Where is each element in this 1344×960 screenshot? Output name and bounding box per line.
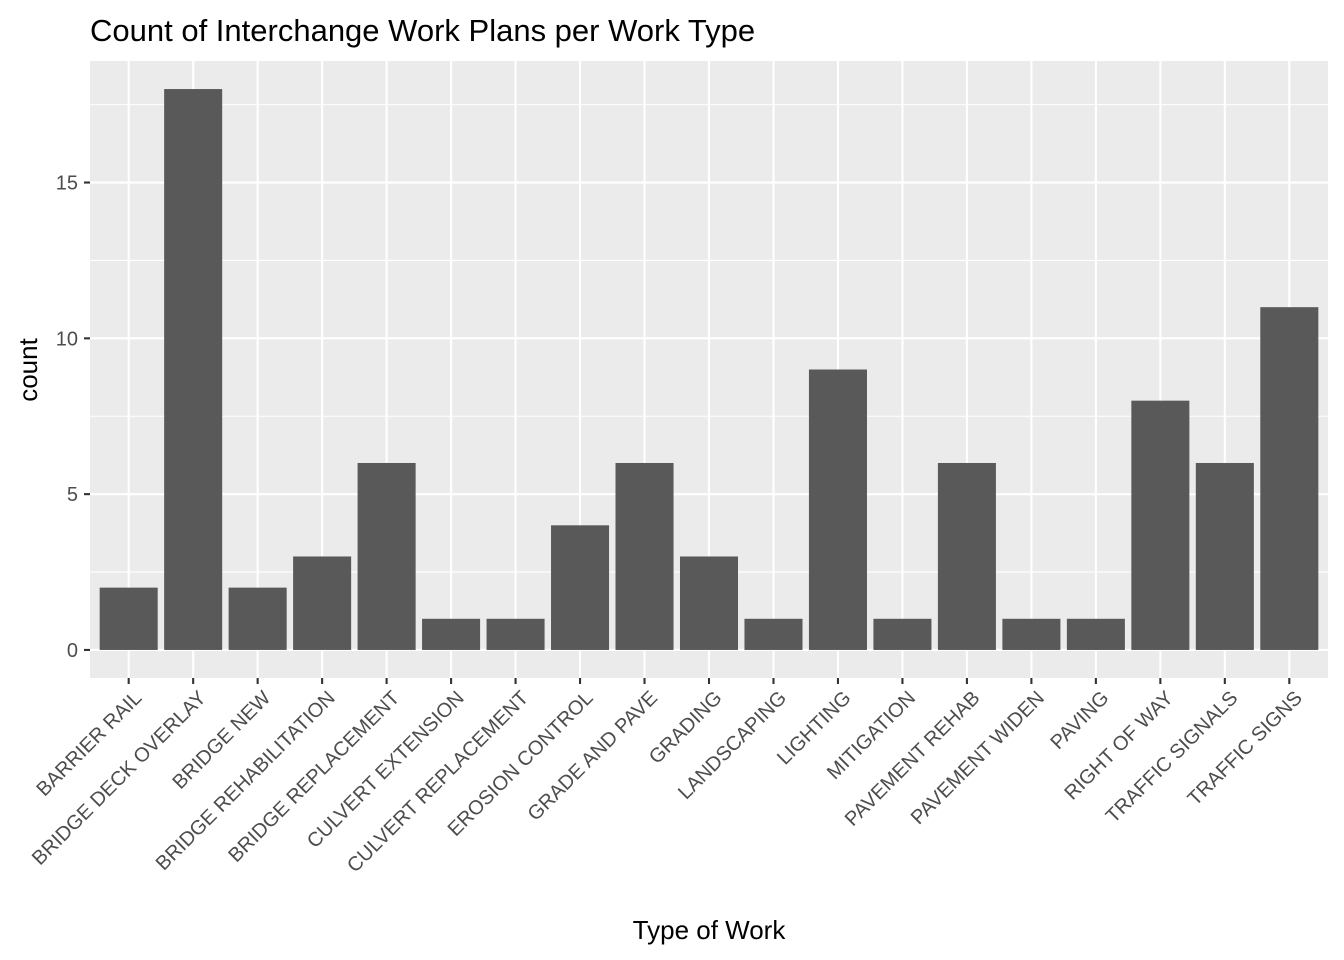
bar-7	[551, 525, 610, 650]
bar-4	[357, 462, 416, 650]
bar-16	[1131, 400, 1190, 650]
bar-6	[486, 618, 545, 650]
bar-12	[873, 618, 932, 650]
y-tick-label: 10	[56, 328, 78, 350]
bar-9	[679, 556, 739, 650]
bar-3	[293, 556, 352, 650]
y-tick-label: 5	[67, 484, 78, 506]
x-axis-title: Type of Work	[633, 915, 787, 945]
x-tick-label: RIGHT OF WAY	[1060, 687, 1177, 804]
chart-title: Count of Interchange Work Plans per Work…	[90, 13, 755, 48]
bar-10	[744, 618, 803, 650]
bars	[99, 89, 1319, 650]
y-axis-title: count	[13, 337, 43, 401]
x-tick-label: LANDSCAPING	[674, 687, 791, 804]
y-axis: 0 5 10 15	[56, 173, 90, 662]
x-tick-label: GRADE AND PAVE	[524, 687, 662, 825]
x-tick-label: PAVING	[1047, 687, 1114, 754]
y-tick-label: 15	[56, 173, 78, 195]
bar-1	[164, 89, 223, 650]
y-tick-label: 0	[67, 640, 78, 662]
bar-17	[1195, 462, 1254, 650]
x-tick-label: TRAFFIC SIGNS	[1184, 687, 1307, 810]
bar-14	[1002, 618, 1061, 650]
bar-11	[808, 369, 867, 650]
bar-5	[422, 618, 481, 650]
bar-15	[1066, 618, 1125, 650]
bar-8	[615, 462, 674, 650]
bar-13	[937, 462, 996, 650]
bar-0	[99, 587, 158, 650]
bar-18	[1260, 307, 1319, 650]
bar-2	[228, 587, 287, 650]
